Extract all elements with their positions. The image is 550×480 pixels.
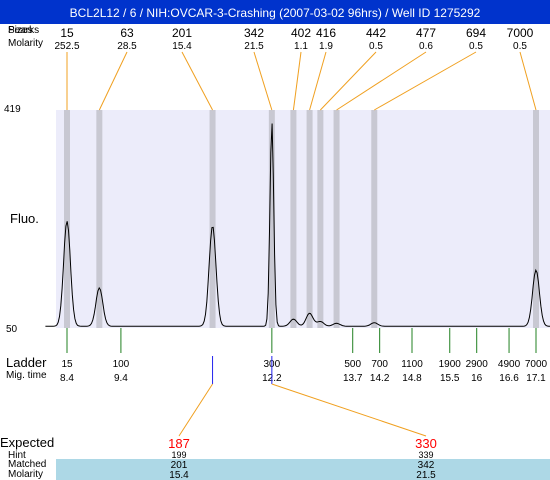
ladder-migtime-label: 17.1 — [526, 373, 546, 384]
matched-label: Matched — [8, 459, 47, 470]
peak-leader-line — [519, 51, 537, 111]
ladder-size-label: 700 — [371, 359, 388, 370]
ladder-migtime-label: 16.6 — [499, 373, 519, 384]
ladder-migtime-label: 13.7 — [343, 373, 363, 384]
peak-leader-line — [292, 51, 302, 111]
molarity-value: 21.5 — [416, 470, 436, 480]
ladder-migtime-label: 16 — [471, 373, 483, 384]
plot-area — [56, 110, 550, 328]
peak-band — [268, 110, 275, 328]
peak-band — [96, 110, 103, 328]
expected-leader-line — [271, 383, 427, 437]
peak-size-label: 402 — [291, 26, 311, 40]
peak-size-label: 416 — [316, 26, 336, 40]
peak-leader-line — [309, 51, 327, 111]
peak-molarity-label: 0.5 — [469, 41, 483, 52]
peak-molarity-label: 0.6 — [419, 41, 433, 52]
ladder-size-label: 100 — [113, 359, 130, 370]
molarity-label: Molarity — [8, 38, 44, 49]
peak-band — [290, 110, 297, 328]
peak-leader-line — [320, 51, 377, 111]
matched-band — [56, 459, 550, 480]
migtime-label: Mig. time — [6, 370, 47, 381]
peak-size-label: 342 — [244, 26, 264, 40]
hint-value: 339 — [418, 450, 433, 460]
peak-leader-line — [253, 51, 273, 111]
y-axis-bottom: 50 — [6, 324, 18, 335]
molarity-value: 15.4 — [169, 470, 189, 480]
peak-band — [333, 110, 340, 328]
peak-leader-line — [374, 51, 477, 111]
ladder-size-label: 7000 — [525, 359, 548, 370]
ladder-migtime-label: 14.2 — [370, 373, 390, 384]
peak-molarity-label: 21.5 — [244, 41, 264, 52]
peak-size-label: 7000 — [507, 26, 534, 40]
ladder-label: Ladder — [6, 355, 47, 370]
peak-band — [533, 110, 539, 328]
peak-band — [317, 110, 324, 328]
peak-molarity-label: 15.4 — [172, 41, 192, 52]
ladder-size-label: 2900 — [466, 359, 489, 370]
matched-value: 201 — [171, 460, 188, 471]
ladder-migtime-label: 14.8 — [402, 373, 422, 384]
y-axis-top: 419 — [4, 104, 21, 115]
peak-molarity-label: 1.9 — [319, 41, 333, 52]
peaks-overlap-label: Pearks — [8, 25, 40, 36]
ladder-migtime-label: 15.5 — [440, 373, 460, 384]
peak-size-label: 442 — [366, 26, 386, 40]
peak-molarity-label: 0.5 — [513, 41, 527, 52]
peak-molarity-label: 252.5 — [54, 41, 79, 52]
ladder-migtime-label: 9.4 — [114, 373, 128, 384]
peak-band — [209, 110, 216, 328]
expected-label: Expected — [0, 435, 55, 450]
peak-size-label: 477 — [416, 26, 436, 40]
peak-molarity-label: 1.1 — [294, 41, 308, 52]
expected-leader-line — [178, 383, 213, 437]
ladder-size-label: 15 — [61, 359, 73, 370]
peak-size-label: 694 — [466, 26, 486, 40]
peak-band — [64, 110, 70, 328]
peak-band — [371, 110, 378, 328]
peak-size-label: 15 — [60, 26, 74, 40]
peak-leader-line — [98, 51, 128, 111]
molarity2-label: Molarity — [8, 469, 44, 480]
expected-value: 187 — [168, 436, 190, 451]
ladder-size-label: 4900 — [498, 359, 521, 370]
ladder-size-label: 1100 — [401, 359, 423, 370]
peak-leader-line — [181, 51, 213, 111]
trace-line — [45, 123, 550, 327]
matched-value: 342 — [418, 460, 435, 471]
hint-value: 199 — [171, 450, 186, 460]
peak-molarity-label: 28.5 — [117, 41, 137, 52]
peak-band — [306, 110, 313, 328]
peak-leader-line — [336, 51, 427, 111]
ladder-size-label: 500 — [344, 359, 361, 370]
peak-molarity-label: 0.5 — [369, 41, 383, 52]
fluo-label: Fluo. — [10, 211, 39, 226]
peak-size-label: 63 — [120, 26, 134, 40]
hint-label: Hint — [8, 450, 26, 461]
ladder-migtime-label: 8.4 — [60, 373, 74, 384]
expected-value: 330 — [415, 436, 437, 451]
sizes-label: Sizes — [8, 25, 33, 36]
peak-size-label: 201 — [172, 26, 192, 40]
ladder-size-label: 1900 — [439, 359, 462, 370]
window-title: BCL2L12 / 6 / NIH:OVCAR-3-Crashing (2007… — [0, 0, 550, 24]
